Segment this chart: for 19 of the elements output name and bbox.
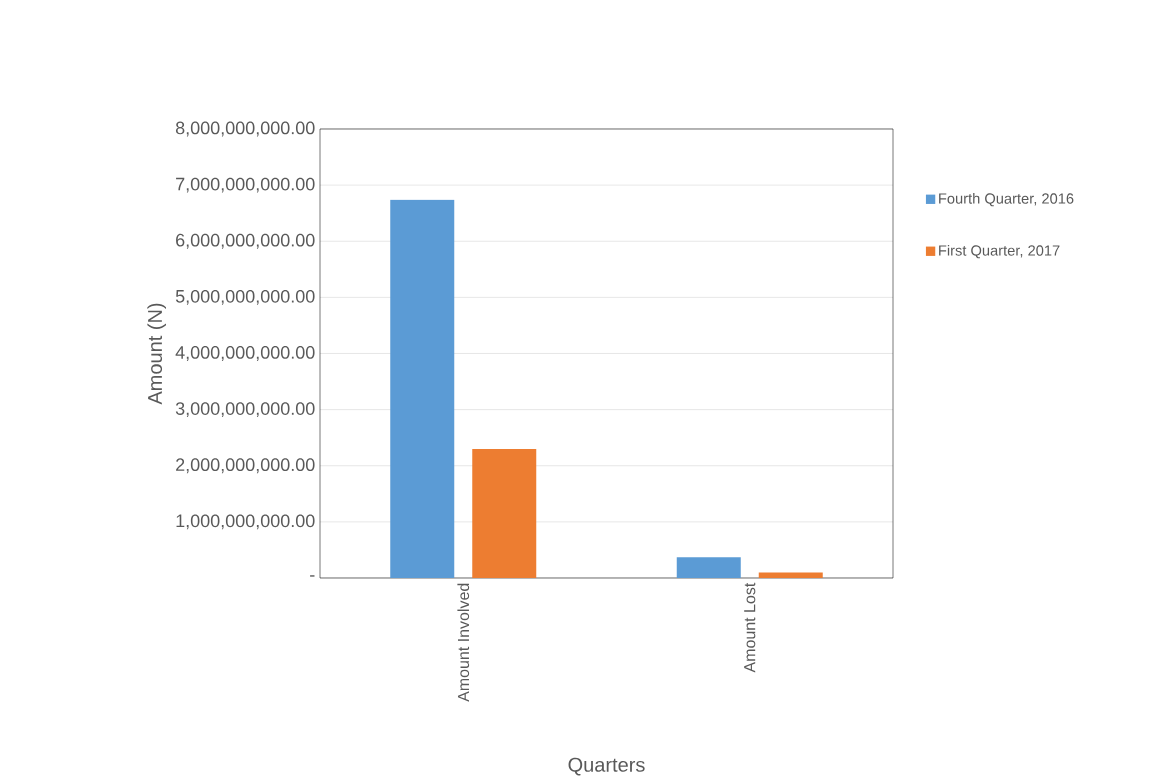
y-tick-label: 7,000,000,000.00	[176, 177, 315, 193]
y-tick-label: -	[310, 575, 315, 577]
y-tick-label: 4,000,000,000.00	[175, 346, 315, 361]
x-tick-label: Amount Involved	[457, 583, 470, 702]
legend-label: Fourth Quarter, 2016	[939, 192, 1074, 207]
x-tick-label: Amount Lost	[744, 582, 756, 673]
y-tick-label: 6,000,000,000.00	[176, 233, 315, 249]
y-tick-label: 1,000,000,000.00	[176, 514, 315, 530]
bar	[390, 199, 455, 578]
bar	[472, 448, 537, 578]
legend-label: First Quarter, 2017	[939, 244, 1060, 259]
bar	[676, 557, 741, 578]
y-tick-label: 3,000,000,000.00	[175, 402, 315, 418]
bar	[758, 572, 823, 578]
y-tick-label: 2,000,000,000.00	[176, 458, 315, 474]
y-tick-label: 8,000,000,000.00	[175, 121, 315, 137]
y-tick-label: 5,000,000,000.00	[175, 289, 315, 305]
x-axis-title: Quarters	[568, 757, 645, 776]
y-axis-title: Amount (N)	[147, 303, 167, 405]
